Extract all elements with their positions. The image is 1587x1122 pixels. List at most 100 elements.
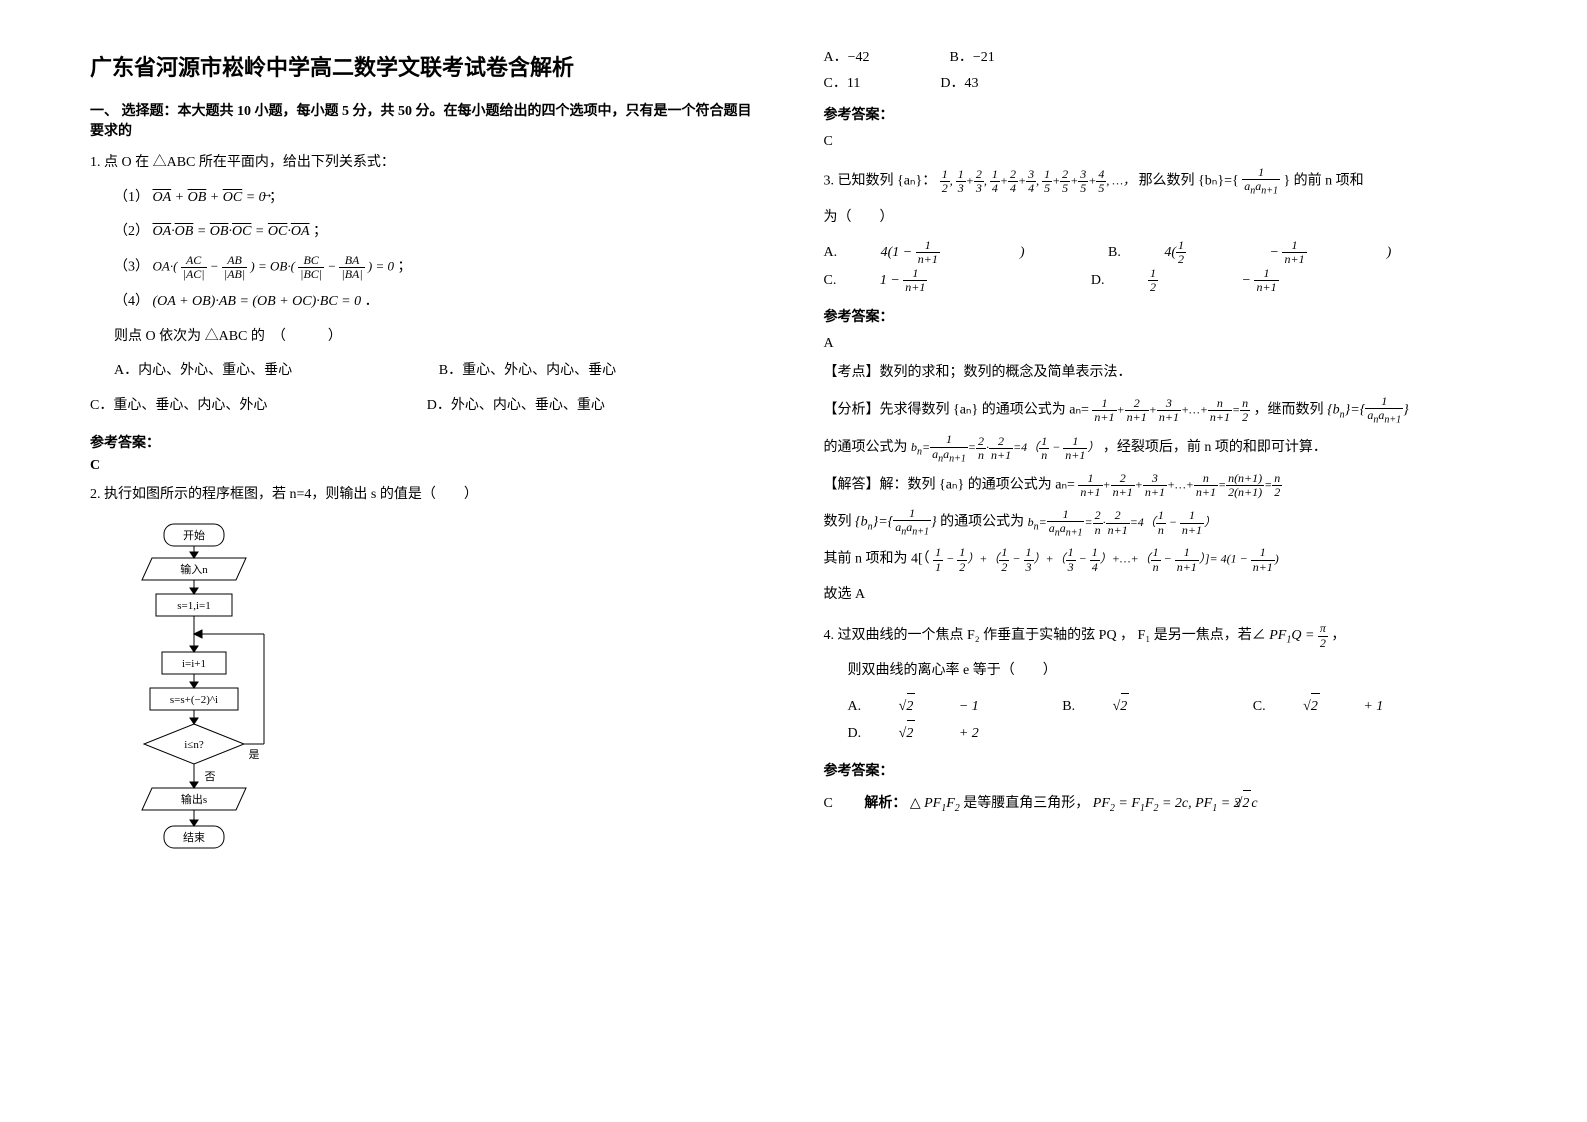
q4-optA: A. 2 − 1 [848, 693, 1019, 721]
q3-optD: D. 12 − 1n+1 [1091, 267, 1399, 295]
q4-expl-b: PF2 = F1F2 = 2c, PF1 = 22c [1093, 790, 1258, 818]
q1-eq3: OA·( AC|AC| − AB|AB| ) = OB·( BC|BC| − B… [153, 254, 395, 281]
q3-stem-b: 那么数列 {bₙ}={ [1139, 174, 1239, 189]
q1-options-row1: A．内心、外心、重心、垂心 B．重心、外心、内心、垂心 [90, 358, 764, 385]
fc-init: s=1,i=1 [177, 600, 211, 612]
fc-start: 开始 [183, 528, 205, 542]
fc-input: 输入n [180, 562, 208, 576]
q2-optD: D．43 [940, 72, 978, 92]
q1-ref-label: 参考答案： [90, 432, 764, 452]
q3-optB: B. 4(12 − 1n+1) [1108, 239, 1431, 267]
q2-stem: 2. 执行如图所示的程序框图，若 n=4，则输出 s 的值是（ ） [90, 482, 764, 509]
q3-sum-expr: 11 − 12）+（12 − 13）+（13 − 14）+…+（1n − 1n+… [933, 546, 1279, 573]
q1-options-row2: C．重心、垂心、内心、外心 D．外心、内心、垂心、重心 [90, 393, 764, 420]
q1-optB: B．重心、外心、内心、垂心 [439, 358, 764, 385]
q4-angle: PF1Q = π2 [1269, 622, 1328, 650]
q4-options: A. 2 − 1 B. 2 C. 2 + 1 D. 2 + 2 [848, 693, 1498, 748]
q1-item4: （4） (OA + OB)·AB = (OB + OC)·BC = 0 ． [114, 289, 764, 316]
q3-stem-a: 3. 已知数列 {aₙ}： [824, 174, 937, 189]
q4-optB-label: B. [1062, 694, 1075, 721]
q4-stem: 4. 过双曲线的一个焦点 F₂ 作垂直于实轴的弦 PQ ， F₁ 是另一焦点，若… [824, 622, 1498, 650]
q1-ask: 则点 O 依次为 △ABC 的 （ ） [114, 324, 764, 351]
q4-stem-b: ， [1331, 628, 1345, 643]
q1-item4-label: （4） [114, 294, 149, 309]
q1-ref-ans: C [90, 458, 764, 474]
q3-bn-expr3: bn=1anan+1=2n·2n+1=4（1n − 1n+1） [1028, 508, 1216, 539]
q3-stem-c: } 的前 n 项和 [1283, 174, 1363, 189]
q3-pick: 故选 A [824, 582, 1498, 609]
q4-expl-a: △ PF1F2 是等腰直角三角形， [910, 796, 1093, 811]
q4-line2: 则双曲线的离心率 e 等于（ ） [848, 658, 1498, 685]
q3-bn-expr: 1anan+1 [1242, 166, 1280, 197]
q3-analysis: 【分析】先求得数列 {aₙ} 的通项公式为 aₙ= 1n+1+2n+1+3n+1… [824, 395, 1498, 426]
q3-sum: 其前 n 项和为 4[（ 11 − 12）+（12 − 13）+（13 − 14… [824, 546, 1498, 573]
section-1-heading: 一、 选择题：本大题共 10 小题，每小题 5 分，共 50 分。在每小题给出的… [90, 100, 764, 140]
q1-eq2: OA·OB = OB·OC = OC·OA [153, 219, 310, 246]
fc-upd: s=s+(−2)^i [170, 694, 218, 706]
q3-optA-label: A. [824, 240, 838, 267]
q1-item1-label: （1） [114, 190, 149, 205]
q4-optB: B. 2 [1062, 693, 1209, 721]
q4-stem-a: 4. 过双曲线的一个焦点 F₂ 作垂直于实轴的弦 PQ ， F₁ 是另一焦点，若… [824, 628, 1266, 643]
q3-solve-line1: 【解答】解：数列 {aₙ} 的通项公式为 aₙ= 1n+1+2n+1+3n+1+… [824, 472, 1498, 499]
q3-an-expr1: 1n+1+2n+1+3n+1+…+nn+1=n2 [1092, 397, 1250, 424]
q4-ref-ans: C [824, 796, 861, 811]
q1-item2-label: （2） [114, 224, 149, 239]
q1-optA: A．内心、外心、重心、垂心 [114, 358, 439, 385]
fc-inc: i=i+1 [182, 658, 206, 670]
q4-expl-label: 解析： [864, 796, 906, 811]
q3-bn-expr2: bn=1anan+1=2n·2n+1=4（1n − 1n+1） [911, 433, 1099, 464]
q2-optB: B．−21 [950, 46, 995, 66]
q2-ref-ans: C [824, 134, 1498, 150]
q3-an-expr2: 1n+1+2n+1+3n+1+…+nn+1=n(n+1)2(n+1)=n2 [1078, 472, 1282, 499]
q3-bn-def2: {bn}={1anan+1} [855, 507, 937, 538]
q1-optD: D．外心、内心、垂心、重心 [427, 393, 764, 420]
q3-bn-def: {bn}={1anan+1} [1327, 395, 1409, 426]
right-column: A．−42 B．−21 C．11 D．43 参考答案： C 3. 已知数列 {a… [824, 40, 1498, 882]
q3-line2-b: ，经裂项后，前 n 项的和即可计算． [1103, 440, 1327, 455]
q4-optD: D. 2 + 2 [848, 720, 1019, 748]
q4-optD-label: D. [848, 721, 862, 748]
q3-options: A. 4(1 − 1n+1) B. 4(12 − 1n+1) C. 1 − 1n… [824, 239, 1498, 294]
q2-options-row1: A．−42 B．−21 [824, 46, 1498, 66]
q3-solve-line2: 数列 {bn}={1anan+1} 的通项公式为 bn=1anan+1=2n·2… [824, 507, 1498, 538]
q1-eq1: OA + OB + OC = 0→ [153, 185, 266, 212]
q3-optB-label: B. [1108, 240, 1121, 267]
q4-optA-label: A. [848, 694, 862, 721]
q3-solve-c: 的通项公式为 [940, 515, 1024, 530]
q4-ref-label: 参考答案： [824, 760, 1498, 780]
q1-stem: 1. 点 O 在 △ABC 所在平面内，给出下列关系式： [90, 150, 764, 177]
q1-optC: C．重心、垂心、内心、外心 [90, 393, 427, 420]
q4-optC-label: C. [1253, 694, 1266, 721]
q3-optD-label: D. [1091, 268, 1105, 295]
q3-sum-a: 其前 n 项和为 4[（ [824, 552, 930, 567]
q4-explanation: C 解析： △ PF1F2 是等腰直角三角形， PF2 = F1F2 = 2c,… [824, 790, 1498, 818]
q1-eq4: (OA + OB)·AB = (OB + OC)·BC = 0 [153, 289, 362, 316]
left-column: 广东省河源市崧岭中学高二数学文联考试卷含解析 一、 选择题：本大题共 10 小题… [90, 40, 764, 882]
q3-ref-ans: A [824, 336, 1498, 352]
fc-no: 否 [205, 771, 216, 783]
fc-end: 结束 [183, 831, 205, 844]
page-title: 广东省河源市崧岭中学高二数学文联考试卷含解析 [90, 50, 764, 82]
q3-optC: C. 1 − 1n+1 [824, 267, 1048, 295]
q1-item2: （2） OA·OB = OB·OC = OC·OA ； [114, 219, 764, 246]
q3-analysis-a: 【分析】先求得数列 {aₙ} 的通项公式为 aₙ= [824, 402, 1089, 417]
q2-flowchart: 开始 输入n s=1,i=1 i=i+1 s=s+(−2)^i [114, 522, 764, 882]
q2-options-row2: C．11 D．43 [824, 72, 1498, 92]
q3-solve-b: 数列 [824, 515, 852, 530]
q3-optC-label: C. [824, 268, 837, 295]
q2-optC: C．11 [824, 72, 861, 92]
q3-point: 【考点】数列的求和；数列的概念及简单表示法． [824, 360, 1498, 387]
fc-yes: 是 [249, 748, 260, 761]
q3-stem: 3. 已知数列 {aₙ}： 12, 13+23, 14+24+34, 15+25… [824, 166, 1498, 197]
q2-optA: A．−42 [824, 46, 870, 66]
q2-ref-label: 参考答案： [824, 104, 1498, 124]
fc-out: 输出s [181, 792, 207, 806]
q3-tail: 为（ ） [824, 205, 1498, 232]
q4-optC: C. 2 + 1 [1253, 693, 1423, 721]
q1-item3: （3） OA·( AC|AC| − AB|AB| ) = OB·( BC|BC|… [114, 254, 764, 281]
q1-item1: （1） OA + OB + OC = 0→ ； [114, 185, 764, 212]
q3-analysis-b: ，继而数列 [1254, 402, 1324, 417]
q3-optA: A. 4(1 − 1n+1) [824, 239, 1065, 267]
q3-line2-a: 的通项公式为 [824, 440, 908, 455]
